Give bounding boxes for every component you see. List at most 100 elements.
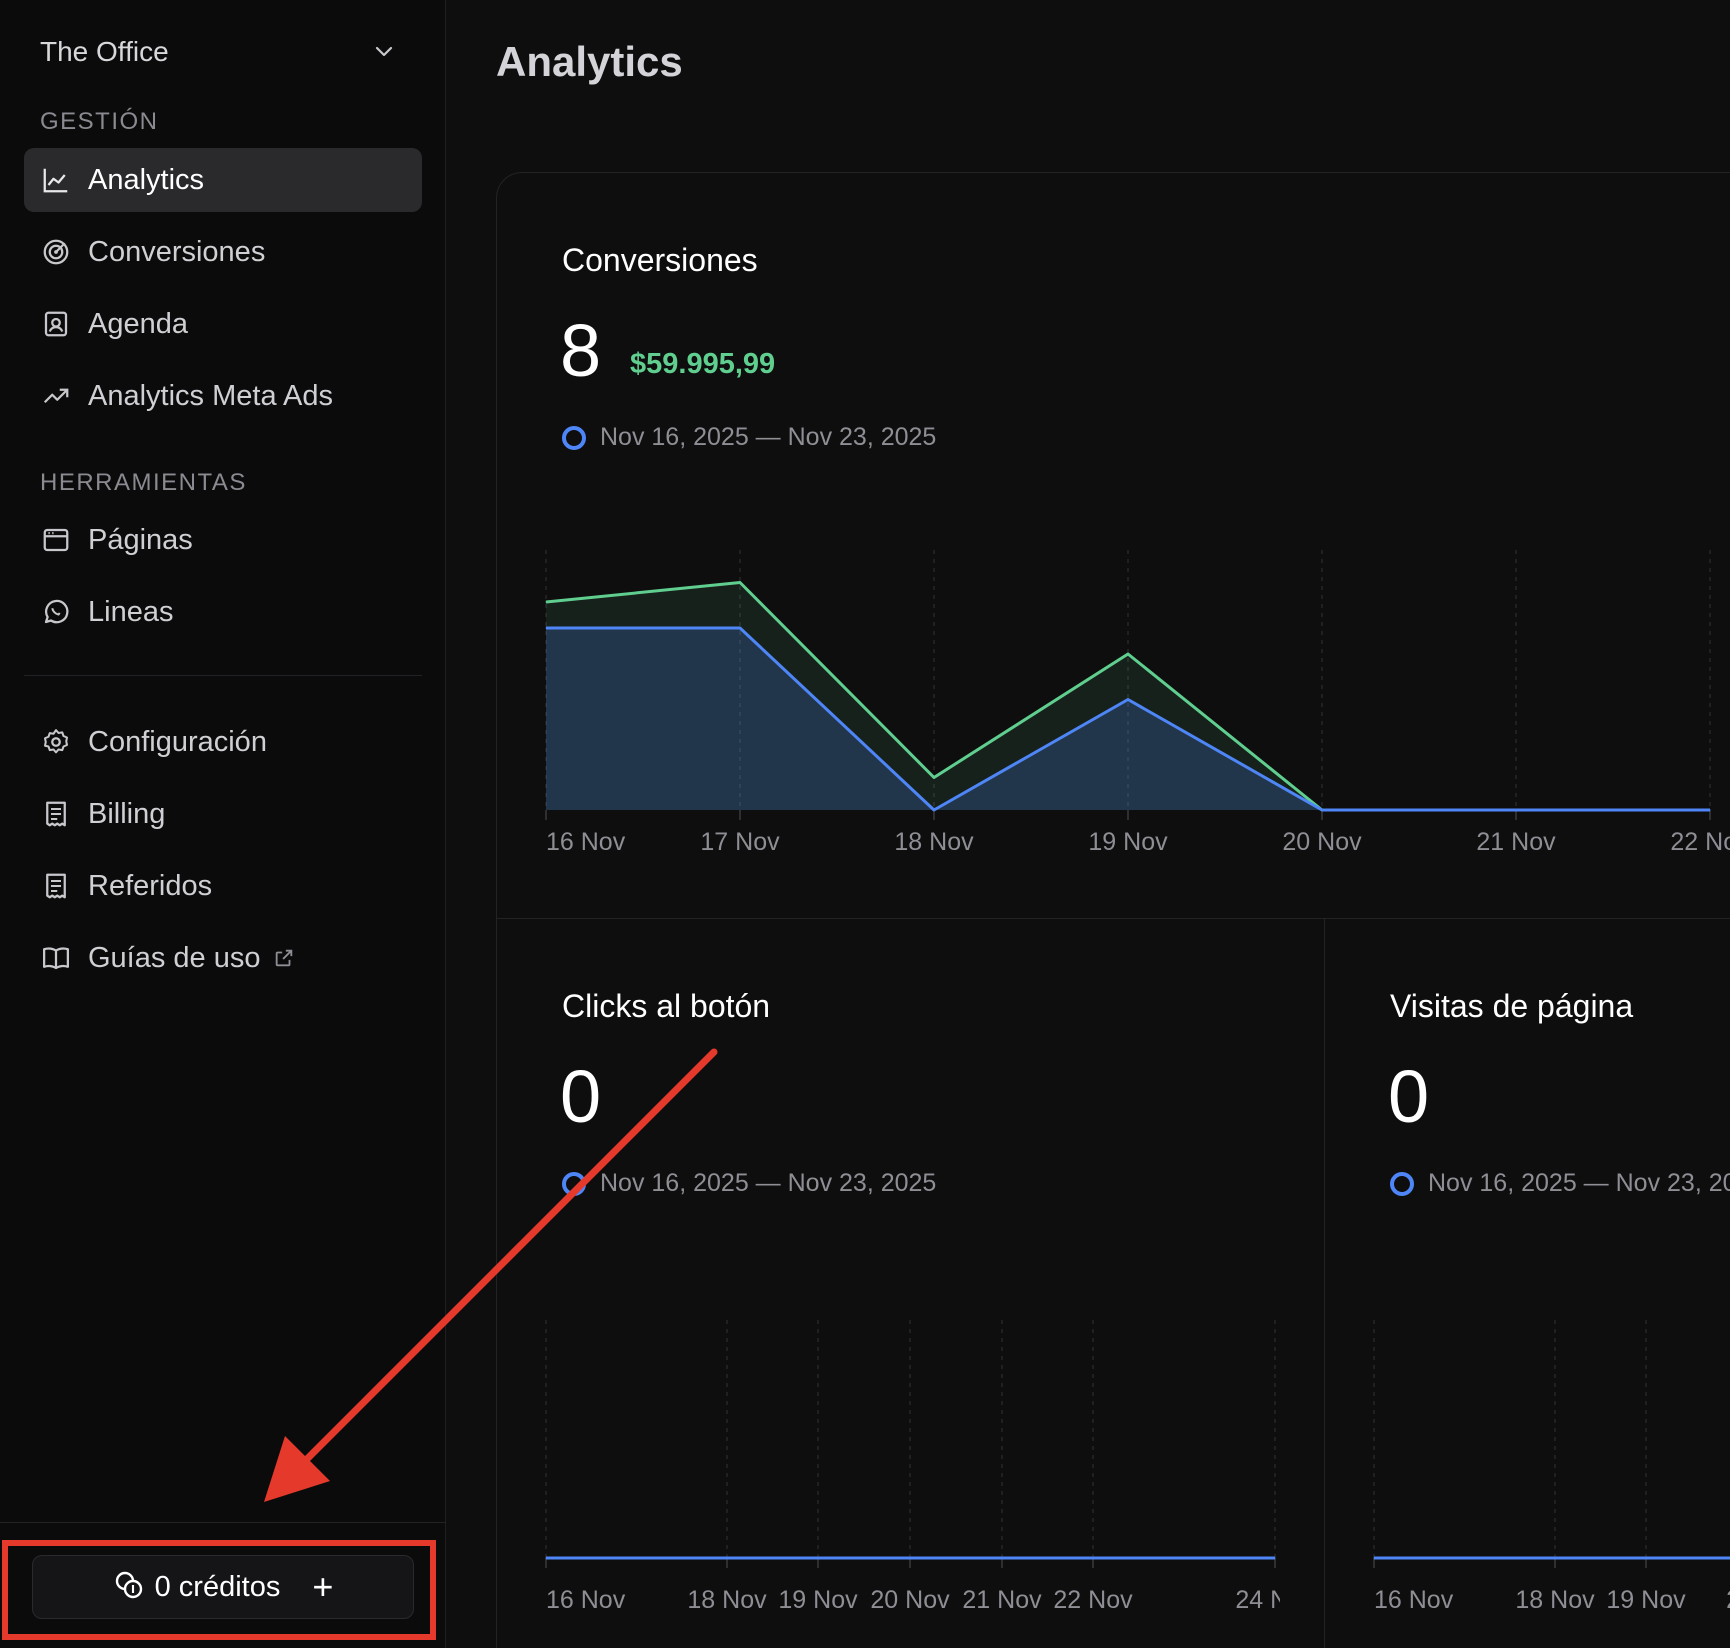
sidebar-item-analytics[interactable]: Analytics [24,148,422,212]
data-point [817,1557,819,1559]
sidebar-item-label: Páginas [88,523,193,556]
sidebar-divider [24,675,422,676]
sidebar-item-billing[interactable]: Billing [24,782,422,846]
data-point [1127,699,1129,700]
card-title-visitas: Visitas de página [1390,988,1634,1024]
sidebar-item-agenda[interactable]: Agenda [24,292,422,356]
org-switcher[interactable]: The Office [24,22,412,82]
data-point [1709,809,1711,811]
sidebar-item-conversiones[interactable]: Conversiones [24,220,422,284]
series-area [546,628,1710,810]
data-point [1645,1557,1647,1559]
book-icon [40,942,72,974]
x-tick-label: 20 Nov [870,1586,950,1610]
conversiones-chart: 16 Nov 17 Nov 18 Nov 19 Nov 20 Nov 21 Nov 22 N… [545,550,1730,856]
plus-icon[interactable]: + [312,1566,334,1607]
date-range: Nov 16, 2025 — Nov 23, 2025 [562,1169,936,1198]
sidebar-item-label: Guías de uso [88,941,261,974]
data-point [933,777,935,778]
date-range-text: Nov 16, 2025 — Nov 23, 20 [1428,1169,1730,1197]
x-tick-label: 20 Nov [1282,828,1362,856]
card-value-conversiones: 8 [560,309,602,392]
x-tick-label: 18 Nov [687,1586,767,1610]
sidebar-item-label: Lineas [88,595,174,628]
date-range-text: Nov 16, 2025 — Nov 23, 2025 [600,1169,937,1197]
data-point [933,809,935,811]
sidebar-item-configuracion[interactable]: Configuración [24,710,422,774]
range-dot-icon [1390,1171,1414,1196]
data-point [739,582,741,583]
data-point [909,1557,911,1559]
x-tick-label: 16 Nov [1374,1586,1454,1610]
x-tick-label: 21 Nov [1476,828,1556,856]
receipt-icon [40,798,72,830]
data-point [1274,1557,1276,1559]
sidebar-item-analytics-meta-ads[interactable]: Analytics Meta Ads [24,364,422,428]
data-point [739,627,741,629]
data-point [1127,653,1129,655]
x-tick-label: 16 Nov [546,1586,626,1610]
range-dot-icon [562,425,586,450]
x-tick-label: 22 Nov [1053,1586,1133,1610]
sidebar: The Office GESTIÓN Analytics Conversione… [0,0,446,1648]
date-range: Nov 16, 2025 — Nov 23, 2025 [562,423,936,452]
trending-up-icon [40,380,72,412]
contact-book-icon [40,308,72,340]
sidebar-item-paginas[interactable]: Páginas [24,508,422,572]
series-area [546,582,1710,810]
card-separator-vertical [1324,919,1325,1648]
x-tick-label: 20 [1726,1586,1730,1610]
x-tick-label: 18 Nov [894,828,974,856]
coins-icon [113,1569,145,1606]
org-name: The Office [40,36,169,67]
target-icon [40,236,72,268]
chevron-down-icon [375,46,393,57]
sidebar-item-label: Agenda [88,307,188,340]
data-point [1001,1557,1003,1559]
x-tick-label: 18 Nov [1515,1586,1595,1610]
x-tick-label: 19 Nov [778,1586,858,1610]
date-range: Nov 16, 2025 — Nov 23, 20 [1390,1169,1730,1198]
sidebar-item-label: Billing [88,797,166,830]
x-tick-label: 16 Nov [546,828,626,856]
data-point [1554,1557,1556,1559]
browser-window-icon [40,524,72,556]
sidebar-item-guias-de-uso[interactable]: Guías de uso [24,926,422,990]
sidebar-item-referidos[interactable]: Referidos [24,854,422,918]
x-tick-label: 22 Nov [1670,828,1730,856]
sidebar-item-label: Conversiones [88,235,266,268]
whatsapp-icon [40,596,72,628]
gear-icon [40,726,72,758]
x-tick-label: 24 Nov [1235,1586,1280,1610]
receipt-icon [40,870,72,902]
x-tick-label: 17 Nov [700,828,780,856]
clicks-chart: 16 Nov 18 Nov 19 Nov 20 Nov 21 Nov 22 Nov 24 N… [545,1320,1280,1610]
card-title-clicks: Clicks al botón [562,988,771,1024]
card-value-visitas: 0 [1388,1055,1430,1138]
line-chart-icon [40,164,72,196]
data-point [545,601,547,603]
x-tick-label: 19 Nov [1088,828,1168,856]
card-money-conversiones: $59.995,99 [630,348,776,380]
x-tick-label: 21 Nov [962,1586,1042,1610]
external-link-icon [273,947,295,969]
sidebar-item-label: Analytics [88,163,205,196]
x-tick-label: 19 Nov [1606,1586,1686,1610]
range-dot-icon [562,1171,586,1196]
sidebar-item-label: Configuración [88,725,267,758]
data-point [726,1557,728,1559]
card-value-clicks: 0 [560,1055,602,1138]
data-point [545,1557,547,1559]
sidebar-item-label: Referidos [88,869,213,902]
section-label-herramientas: HERRAMIENTAS [40,469,247,496]
data-point [545,627,547,629]
credits-button[interactable]: 0 créditos + [32,1555,414,1619]
data-point [1321,809,1323,811]
date-range-text: Nov 16, 2025 — Nov 23, 2025 [600,423,937,451]
page-title: Analytics [496,38,683,85]
sidebar-item-lineas[interactable]: Lineas [24,580,422,644]
visitas-chart: 16 Nov 18 Nov 19 Nov 20 [1373,1320,1730,1610]
data-point [1373,1557,1375,1559]
data-point [1092,1557,1094,1559]
card-separator [497,918,1730,919]
